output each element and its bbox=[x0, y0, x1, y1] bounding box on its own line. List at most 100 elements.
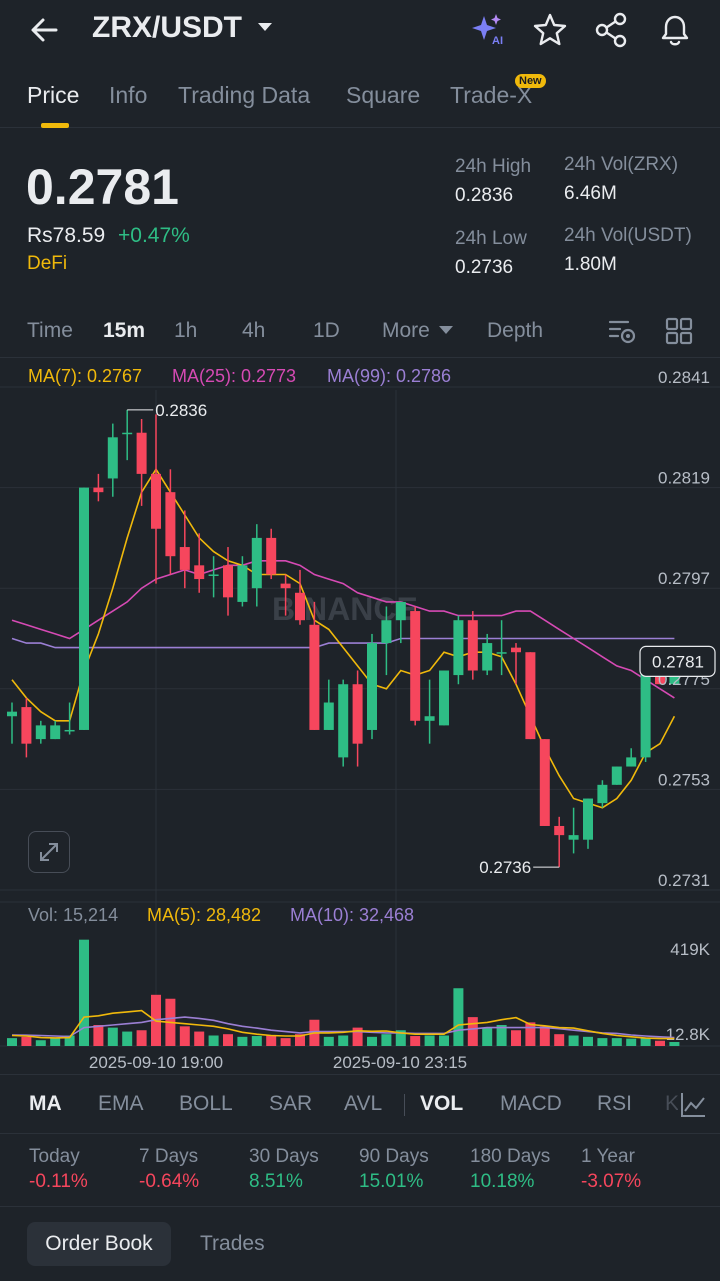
y-axis-labels: 0.28410.28190.27970.27750.27530.2731419K… bbox=[89, 368, 711, 1072]
volume-bar bbox=[21, 1036, 32, 1046]
interval-more[interactable]: More bbox=[382, 319, 430, 342]
bell-icon[interactable] bbox=[655, 10, 695, 50]
candle bbox=[640, 665, 651, 762]
tab-info[interactable]: Info bbox=[109, 82, 148, 108]
ma-lines bbox=[11, 467, 676, 809]
perf-label-today: Today bbox=[29, 1146, 80, 1167]
current-price-tag-label: 0.2781 bbox=[652, 652, 704, 671]
indicator-boll[interactable]: BOLL bbox=[179, 1092, 233, 1115]
high-marker-label: 0.2836 bbox=[155, 401, 207, 420]
interval-time[interactable]: Time bbox=[27, 319, 73, 342]
candle-body bbox=[439, 670, 449, 726]
tab-order-book[interactable]: Order Book bbox=[27, 1222, 171, 1266]
candle bbox=[597, 780, 608, 808]
tab-square[interactable]: Square bbox=[346, 82, 421, 108]
more-caret-icon[interactable] bbox=[438, 325, 454, 335]
perf-value-180d: 10.18% bbox=[470, 1171, 535, 1192]
candle bbox=[568, 807, 579, 854]
vol-quote-label: 24h Vol(USDT) bbox=[564, 225, 692, 246]
candle-body bbox=[280, 583, 291, 589]
candle-body bbox=[194, 565, 205, 580]
tab-trades[interactable]: Trades bbox=[200, 1232, 265, 1255]
volume-bar bbox=[295, 1034, 305, 1046]
vol-ma10-legend: MA(10): 32,468 bbox=[290, 905, 415, 925]
candle-body bbox=[64, 729, 75, 732]
ai-sparkle-icon[interactable]: AI bbox=[468, 10, 508, 50]
candle bbox=[122, 409, 133, 461]
candle-body bbox=[266, 537, 277, 575]
candle bbox=[309, 601, 320, 730]
candle-body bbox=[395, 601, 406, 621]
star-icon[interactable] bbox=[530, 10, 570, 50]
volume-bar bbox=[367, 1036, 377, 1046]
volume-bar bbox=[467, 1017, 478, 1046]
tab-trading-data[interactable]: Trading Data bbox=[178, 82, 311, 108]
volume-bar bbox=[583, 1036, 593, 1046]
volume-bar bbox=[626, 1038, 637, 1046]
vol-ma5-line bbox=[11, 1009, 675, 1040]
indicator-avl[interactable]: AVL bbox=[344, 1092, 383, 1115]
ma7-line bbox=[11, 467, 676, 809]
indicator-divider bbox=[404, 1094, 405, 1116]
candle bbox=[93, 473, 104, 502]
indicator-macd[interactable]: MACD bbox=[500, 1092, 562, 1115]
indicator-ema[interactable]: EMA bbox=[98, 1092, 144, 1115]
indicator-sar[interactable]: SAR bbox=[269, 1092, 313, 1115]
expand-chart-button[interactable] bbox=[28, 831, 70, 873]
candle-body bbox=[93, 487, 104, 493]
indicator-settings-icon[interactable] bbox=[678, 1090, 708, 1120]
candle bbox=[467, 611, 478, 680]
candle bbox=[554, 816, 565, 868]
candle-body bbox=[554, 825, 565, 836]
candle-body bbox=[525, 652, 536, 740]
indicator-k[interactable]: K bbox=[665, 1092, 680, 1115]
candle bbox=[338, 679, 349, 767]
x-tick-label: 2025-09-10 23:15 bbox=[333, 1053, 467, 1072]
volume-bar bbox=[381, 1034, 392, 1046]
volume-bar bbox=[280, 1038, 291, 1046]
interval-1d[interactable]: 1D bbox=[313, 319, 340, 342]
candle-body bbox=[21, 707, 32, 744]
volume-bar bbox=[554, 1034, 565, 1046]
candle bbox=[50, 720, 61, 740]
pair-title[interactable]: ZRX/USDT bbox=[92, 11, 242, 44]
indicator-vol[interactable]: VOL bbox=[420, 1092, 464, 1115]
chevron-down-icon[interactable] bbox=[256, 20, 274, 34]
indicator-rsi[interactable]: RSI bbox=[597, 1092, 633, 1115]
tab-price[interactable]: Price bbox=[27, 82, 80, 108]
candles bbox=[7, 409, 680, 868]
volume-bar bbox=[194, 1031, 205, 1046]
back-arrow-icon[interactable] bbox=[26, 12, 62, 48]
grid-layout-icon[interactable] bbox=[663, 315, 695, 347]
interval-15m[interactable]: 15m bbox=[103, 319, 146, 342]
interval-1h[interactable]: 1h bbox=[174, 319, 198, 342]
volume-bar bbox=[136, 1030, 147, 1046]
candle-body bbox=[338, 684, 349, 758]
volume-bar bbox=[7, 1038, 17, 1046]
ma7-legend: MA(7): 0.2767 bbox=[28, 366, 143, 386]
candle bbox=[295, 569, 305, 625]
y-tick-label: 0.2753 bbox=[658, 770, 710, 789]
volume-bar bbox=[50, 1038, 61, 1046]
candle-body bbox=[367, 643, 377, 730]
volume-bar bbox=[482, 1027, 493, 1046]
candle bbox=[280, 574, 291, 616]
candle-body bbox=[352, 684, 363, 744]
candle-body bbox=[295, 592, 305, 621]
candle-body bbox=[583, 798, 593, 840]
vol-tick-label: 12.8K bbox=[666, 1025, 711, 1044]
sector-tag[interactable]: DeFi bbox=[27, 253, 68, 274]
vol-tick-label: 419K bbox=[670, 940, 710, 959]
volume-bar bbox=[568, 1035, 579, 1046]
interval-4h[interactable]: 4h bbox=[242, 319, 266, 342]
volume-bar bbox=[323, 1036, 334, 1046]
chart-settings-icon[interactable] bbox=[606, 315, 638, 347]
volume-bar bbox=[79, 939, 89, 1046]
indicator-ma[interactable]: MA bbox=[29, 1092, 62, 1115]
candle-body bbox=[208, 574, 219, 576]
perf-value-1y: -3.07% bbox=[581, 1171, 642, 1192]
candle-body bbox=[424, 716, 435, 721]
candlestick-chart[interactable]: BINANCE 0.28410.28190.27970.27750.27530.… bbox=[0, 360, 720, 1075]
interval-depth[interactable]: Depth bbox=[487, 319, 544, 342]
share-icon[interactable] bbox=[592, 10, 632, 50]
